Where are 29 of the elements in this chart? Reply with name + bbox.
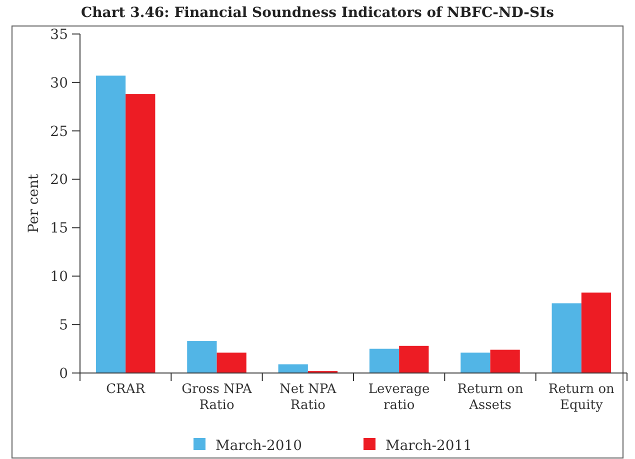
chart-title: Chart 3.46: Financial Soundness Indicators of NBFC-ND-SIs <box>80 5 554 21</box>
y-axis-title: Per cent <box>26 174 42 233</box>
y-tick-label: 10 <box>50 269 68 286</box>
y-tick-label: 25 <box>50 124 68 140</box>
bar <box>369 348 400 373</box>
y-tick-label: 0 <box>59 366 68 382</box>
bar <box>490 350 520 373</box>
x-tick-label: Leverage ratio <box>368 382 430 413</box>
y-tick-label: 35 <box>50 26 68 43</box>
y-tick-label: 30 <box>50 75 68 92</box>
bar <box>552 303 582 373</box>
bar <box>581 292 612 373</box>
bar <box>278 364 308 373</box>
bar <box>216 352 246 373</box>
y-tick-label: 20 <box>50 172 68 188</box>
y-tick-label: 15 <box>50 220 68 237</box>
bar <box>460 352 490 373</box>
x-tick-label: Gross NPA Ratio <box>182 382 252 413</box>
bar <box>187 341 217 373</box>
bar <box>399 346 429 373</box>
x-tick-label: Return on Assets <box>457 382 524 413</box>
x-tick-label: CRAR <box>106 382 146 397</box>
x-tick-label: Return on Equity <box>548 382 616 413</box>
bar <box>126 94 156 373</box>
x-tick-label: Net NPA Ratio <box>280 382 337 413</box>
legend-label: March-2011 <box>386 438 472 454</box>
legend-label: March-2010 <box>216 438 302 454</box>
bar <box>96 76 126 373</box>
y-tick-label: 5 <box>59 317 68 334</box>
